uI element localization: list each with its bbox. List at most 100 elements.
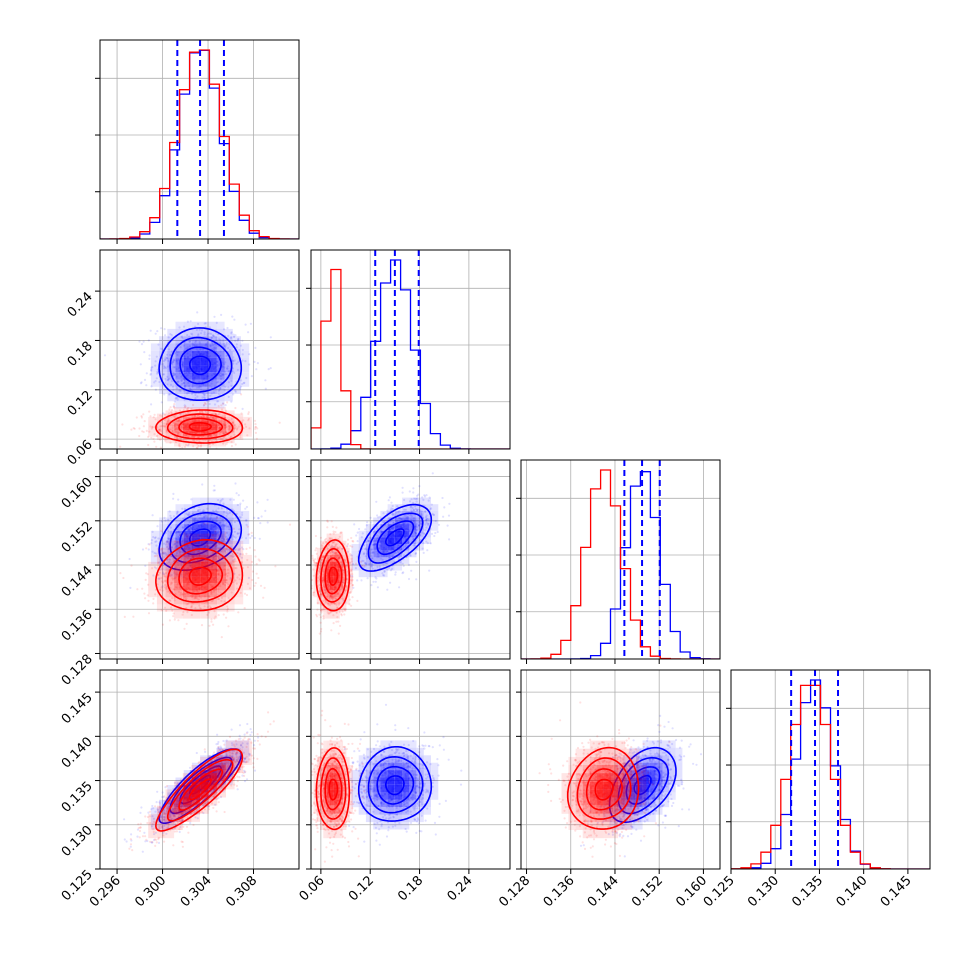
scatter-point: [217, 555, 220, 558]
scatter-point: [203, 601, 206, 604]
scatter-point: [158, 571, 161, 574]
scatter-point: [375, 539, 378, 542]
density-bin: [174, 611, 183, 619]
scatter-point: [230, 379, 233, 382]
scatter-point: [211, 343, 214, 346]
contour-level-2: [178, 417, 224, 436]
scatter-point: [233, 371, 236, 374]
scatter-point: [223, 421, 226, 424]
scatter-point: [180, 437, 183, 441]
scatter-point: [382, 512, 385, 515]
scatter-point: [162, 412, 165, 415]
scatter-point: [167, 378, 170, 381]
scatter-point: [345, 585, 348, 588]
scatter-point: [156, 370, 159, 373]
density-bin: [191, 611, 200, 619]
scatter-point: [147, 548, 150, 551]
density-bin: [165, 416, 175, 421]
scatter-point: [210, 392, 213, 395]
density-bin: [234, 436, 244, 440]
scatter-point: [182, 434, 185, 437]
scatter-point: [169, 428, 172, 431]
scatter-point: [170, 546, 173, 549]
scatter-point: [207, 439, 210, 442]
density-bin: [346, 547, 350, 555]
density-bin: [191, 547, 200, 555]
density-bin: [226, 436, 235, 440]
density-bin: [208, 569, 218, 577]
scatter-point: [157, 537, 160, 540]
scatter-point: [173, 373, 177, 376]
density-bin: [241, 357, 250, 366]
density-bin: [216, 504, 225, 511]
scatter-point: [177, 432, 180, 435]
scatter-point: [186, 557, 189, 560]
density-bin: [175, 343, 184, 351]
density-bin: [200, 386, 209, 394]
density-bin: [183, 557, 192, 564]
scatter-point: [164, 579, 167, 583]
scatter-point: [179, 433, 182, 436]
scatter-point: [336, 592, 340, 596]
density-bin: [234, 540, 244, 548]
scatter-point: [176, 586, 179, 589]
scatter-point: [178, 445, 181, 448]
density-bin: [159, 524, 168, 531]
scatter-point: [335, 526, 338, 529]
contour-level-4: [357, 503, 433, 572]
scatter-point: [169, 441, 172, 444]
scatter-point: [196, 395, 199, 398]
scatter-point: [196, 519, 199, 522]
scatter-point: [236, 532, 239, 536]
scatter-point: [241, 339, 244, 342]
scatter-point: [218, 557, 221, 560]
scatter-point: [237, 494, 240, 497]
density-bin: [402, 530, 410, 538]
scatter-point: [193, 541, 196, 545]
density-bin: [175, 321, 184, 329]
scatter-point: [227, 334, 230, 337]
scatter-point: [313, 591, 316, 594]
density-bin: [159, 343, 168, 351]
scatter-point: [370, 521, 373, 524]
scatter-point: [218, 341, 222, 344]
density-bin: [200, 590, 209, 598]
density-bin: [323, 590, 327, 598]
scatter-point: [230, 384, 233, 387]
scatter-point: [223, 564, 226, 567]
density-bin: [182, 611, 192, 619]
scatter-point: [169, 353, 172, 357]
scatter-point: [163, 422, 166, 425]
scatter-point: [390, 507, 393, 510]
density-bin: [159, 537, 168, 544]
density-bin: [191, 533, 200, 541]
scatter-point: [234, 536, 237, 539]
density-bin: [165, 583, 175, 591]
scatter-point: [227, 572, 230, 575]
scatter-point: [419, 519, 422, 523]
scatter-point: [222, 432, 225, 435]
scatter-point: [224, 549, 227, 552]
density-bin: [208, 401, 217, 409]
scatter-point: [184, 385, 187, 388]
scatter-point: [254, 423, 257, 426]
scatter-point: [307, 603, 309, 605]
scatter-point: [176, 398, 179, 401]
scatter-point: [170, 530, 173, 533]
scatter-point: [219, 585, 222, 588]
scatter-point: [319, 536, 323, 539]
scatter-point: [153, 381, 156, 384]
scatter-point: [320, 609, 323, 612]
contour-level-3: [320, 548, 347, 603]
scatter-point: [327, 543, 330, 546]
scatter-point: [225, 409, 228, 412]
scatter-point: [190, 605, 193, 609]
scatter-point: [255, 572, 258, 575]
density-bin: [183, 504, 192, 511]
density-bin: [150, 372, 160, 380]
scatter-point: [416, 509, 419, 512]
scatter-point: [219, 556, 222, 559]
scatter-point: [161, 572, 165, 575]
scatter-point: [103, 354, 107, 357]
density-bin: [200, 413, 209, 417]
